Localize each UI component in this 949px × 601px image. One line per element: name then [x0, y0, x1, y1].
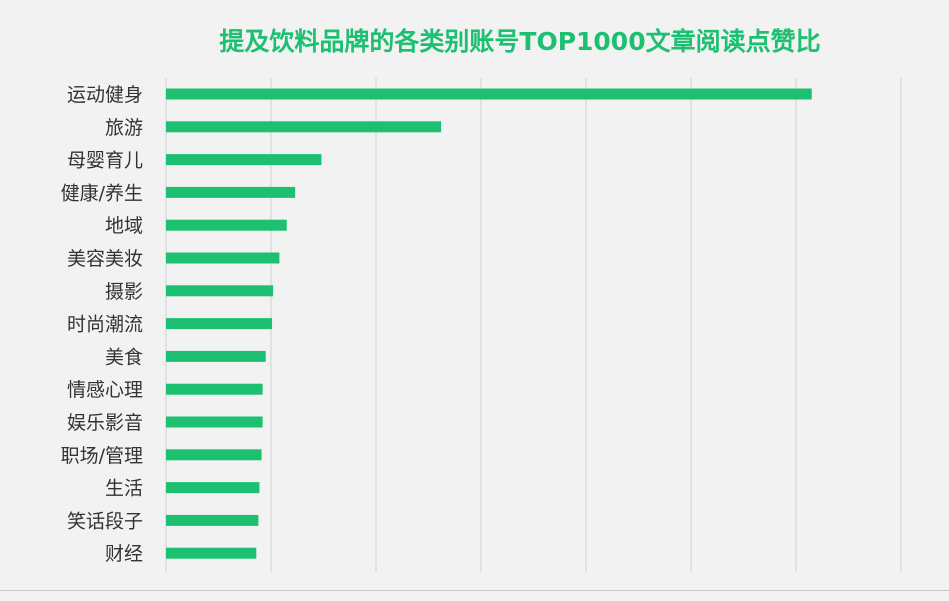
bar — [166, 547, 257, 559]
chart-title: 提及饮料品牌的各类别账号TOP1000文章阅读点赞比 — [219, 27, 821, 56]
category-label: 母婴育儿 — [67, 150, 143, 172]
category-label: 地域 — [105, 215, 143, 237]
bar — [166, 514, 259, 526]
bar — [166, 186, 296, 198]
category-label: 娱乐影音 — [67, 412, 143, 434]
bar — [166, 449, 262, 461]
category-label: 运动健身 — [67, 84, 143, 106]
bar — [166, 383, 263, 395]
bar — [166, 252, 280, 264]
category-label: 旅游 — [105, 117, 143, 139]
category-label: 笑话段子 — [67, 510, 143, 532]
bar — [166, 154, 322, 166]
bar — [166, 416, 263, 428]
bar — [166, 285, 274, 297]
category-label: 摄影 — [105, 281, 143, 303]
bar — [166, 121, 442, 133]
category-label: 生活 — [105, 478, 143, 500]
bar — [166, 482, 260, 494]
bar — [166, 219, 287, 231]
category-label: 健康/养生 — [61, 182, 143, 204]
category-label: 美食 — [105, 346, 143, 368]
bar — [166, 88, 812, 100]
category-label: 美容美妆 — [67, 248, 143, 270]
category-label: 时尚潮流 — [67, 314, 143, 336]
category-label: 情感心理 — [67, 379, 143, 401]
category-label: 职场/管理 — [61, 445, 143, 467]
category-label: 财经 — [105, 543, 143, 565]
bar — [166, 318, 273, 330]
bar — [166, 350, 266, 362]
